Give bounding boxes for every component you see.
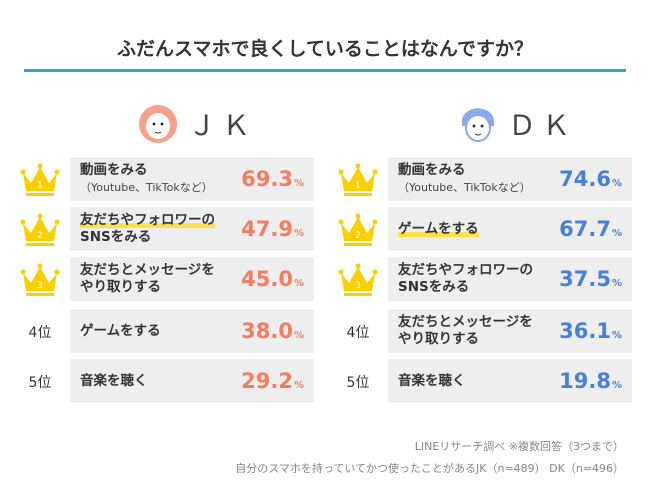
rank-label: 4位 xyxy=(346,325,370,341)
rank-number: 3 xyxy=(355,281,361,291)
rank-label: 4位 xyxy=(28,325,52,341)
item-label-line2: やり取りする xyxy=(398,331,479,347)
value-number: 74.6 xyxy=(559,167,611,191)
item-value: 36.1% xyxy=(559,319,622,343)
item-box: 音楽を聴く 29.2% xyxy=(70,359,314,403)
item-value: 38.0% xyxy=(241,319,304,343)
value-number: 47.9 xyxy=(241,217,293,241)
rank-number: 2 xyxy=(37,231,43,241)
value-number: 37.5 xyxy=(559,267,611,291)
value-unit: % xyxy=(293,380,304,391)
item-value: 69.3% xyxy=(241,167,304,191)
item-box: 友だちとメッセージを やり取りする 45.0% xyxy=(70,257,314,301)
value-unit: % xyxy=(611,228,622,239)
value-number: 29.2 xyxy=(241,369,293,393)
crown-icon: 1 xyxy=(338,163,378,197)
item-label: 動画をみる xyxy=(80,162,148,178)
jk-header: ＪＫ xyxy=(138,104,256,144)
value-number: 67.7 xyxy=(559,217,611,241)
jk-label: ＪＫ xyxy=(188,109,257,142)
rank-number: 1 xyxy=(37,181,43,191)
item-value: 29.2% xyxy=(241,369,304,393)
item-box: ゲームをする 67.7% xyxy=(388,207,632,251)
item-sublabel: （Youtube、TikTokなど） xyxy=(80,181,213,194)
item-label-line2: やり取りする xyxy=(80,279,161,295)
item-label: 友だちとメッセージを xyxy=(398,314,533,330)
sample-note: 自分のスマホを持っていてかつ使ったことがあるJK（n=489） DK（n=496… xyxy=(235,462,624,475)
item-label-line2: SNSをみる xyxy=(80,229,152,245)
item-label: 友だちやフォロワーの xyxy=(398,262,533,278)
item-box: 音楽を聴く 19.8% xyxy=(388,359,632,403)
item-sublabel: （Youtube、TikTokなど） xyxy=(398,181,531,194)
item-box: 友だちやフォロワーの SNSをみる 47.9% xyxy=(70,207,314,251)
title-underline xyxy=(24,69,626,72)
rank-label: 5位 xyxy=(346,375,370,391)
item-value: 74.6% xyxy=(559,167,622,191)
value-number: 36.1 xyxy=(559,319,611,343)
chart-title: ふだんスマホで良くしていることはなんですか？ xyxy=(117,38,533,60)
crown-icon: 3 xyxy=(20,263,60,297)
value-unit: % xyxy=(293,228,304,239)
item-box: ゲームをする 38.0% xyxy=(70,309,314,353)
item-value: 45.0% xyxy=(241,267,304,291)
item-box: 動画をみる （Youtube、TikTokなど） 74.6% xyxy=(388,157,632,201)
girl-face-icon xyxy=(139,105,177,143)
item-label: ゲームをする xyxy=(398,220,479,237)
source-note: LINEリサーチ調べ ※複数回答（3つまで） xyxy=(414,440,624,453)
rank-number: 3 xyxy=(37,281,43,291)
crown-icon: 3 xyxy=(338,263,378,297)
item-label: 音楽を聴く xyxy=(80,372,148,389)
rank-number: 2 xyxy=(355,231,361,241)
item-value: 67.7% xyxy=(559,217,622,241)
value-number: 69.3 xyxy=(241,167,293,191)
item-box: 友だちやフォロワーの SNSをみる 37.5% xyxy=(388,257,632,301)
item-label: ゲームをする xyxy=(80,322,161,339)
value-unit: % xyxy=(611,330,622,341)
item-value: 37.5% xyxy=(559,267,622,291)
dk-header: ＤＫ xyxy=(458,104,576,144)
item-label: 音楽を聴く xyxy=(398,372,466,389)
rank-number: 1 xyxy=(355,181,361,191)
boy-face-icon xyxy=(461,108,495,142)
value-unit: % xyxy=(611,380,622,391)
item-value: 19.8% xyxy=(559,369,622,393)
item-box: 動画をみる （Youtube、TikTokなど） 69.3% xyxy=(70,157,314,201)
crown-icon: 2 xyxy=(338,213,378,247)
value-number: 38.0 xyxy=(241,319,293,343)
item-label: 動画をみる xyxy=(398,162,466,178)
value-unit: % xyxy=(293,330,304,341)
value-unit: % xyxy=(293,278,304,289)
value-unit: % xyxy=(611,178,622,189)
rank-label: 5位 xyxy=(28,375,52,391)
item-value: 47.9% xyxy=(241,217,304,241)
item-box: 友だちとメッセージを やり取りする 36.1% xyxy=(388,309,632,353)
item-label-line2: SNSをみる xyxy=(398,279,470,295)
dk-label: ＤＫ xyxy=(508,109,577,142)
value-unit: % xyxy=(611,278,622,289)
item-label: 友だちとメッセージを xyxy=(80,262,215,278)
crown-icon: 1 xyxy=(20,163,60,197)
item-label: 友だちやフォロワーの xyxy=(80,212,215,228)
value-unit: % xyxy=(293,178,304,189)
value-number: 45.0 xyxy=(241,267,293,291)
value-number: 19.8 xyxy=(559,369,611,393)
crown-icon: 2 xyxy=(20,213,60,247)
